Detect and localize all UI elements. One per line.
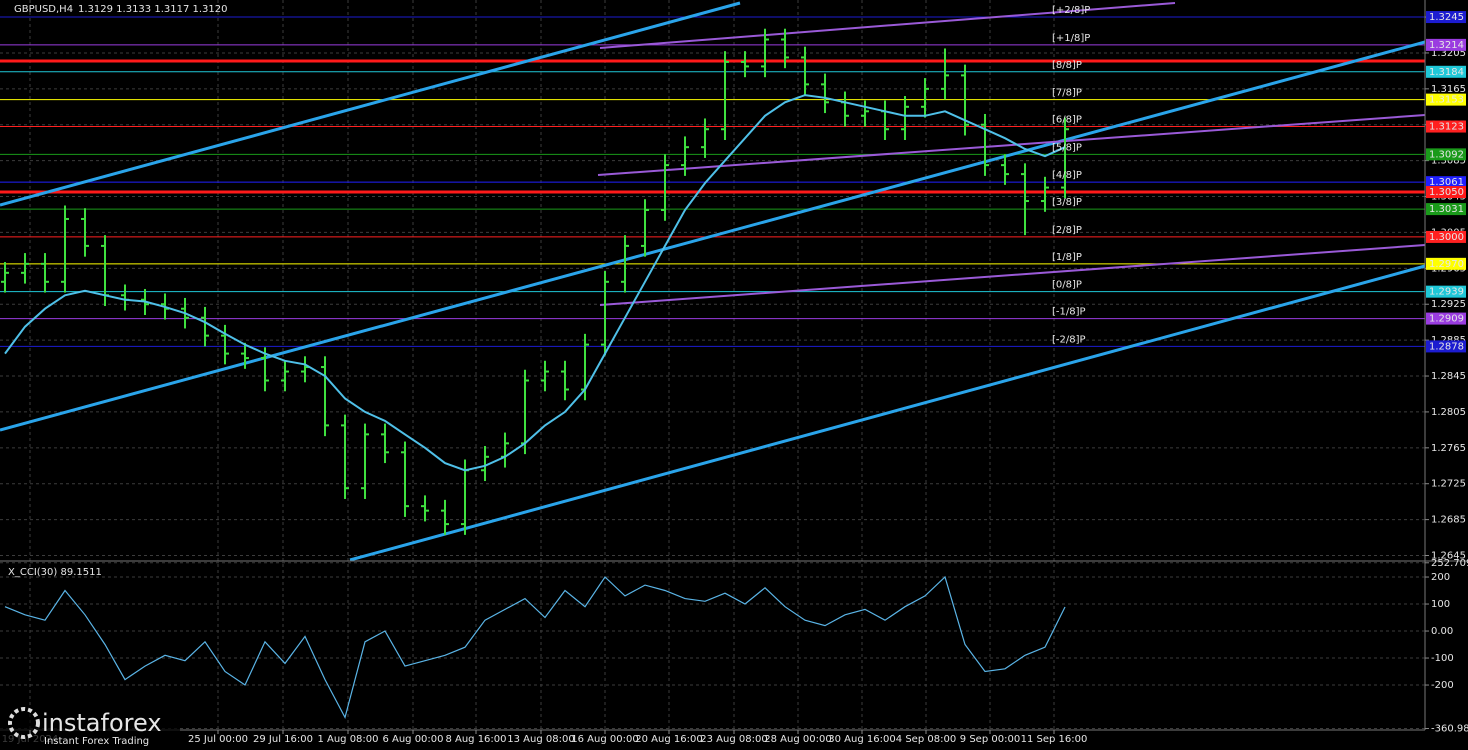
murray-label: [2/8]P <box>1052 225 1082 236</box>
x-tick-label: 30 Aug 16:00 <box>828 734 895 745</box>
watermark: instaforex Instant Forex Trading <box>0 705 180 750</box>
murray-label: [5/8]P <box>1052 142 1082 153</box>
channel-line <box>597 114 1426 176</box>
y-tick-label: 252.7091 <box>1431 558 1468 569</box>
price-box-label: 1.3214 <box>1429 40 1464 51</box>
watermark-logo <box>8 707 40 739</box>
price-box <box>1426 312 1466 325</box>
trend-line <box>349 264 1426 562</box>
channel-line <box>599 244 1426 306</box>
murray-label: [1/8]P <box>1052 252 1082 263</box>
price-box-label: 1.3050 <box>1429 187 1464 198</box>
trend-line <box>0 40 1426 432</box>
murray-label: [0/8]P <box>1052 280 1082 291</box>
price-box-label: 1.2970 <box>1429 259 1464 270</box>
price-box <box>1426 203 1466 216</box>
murray-label: [7/8]P <box>1052 88 1082 99</box>
price-box-label: 1.2878 <box>1429 341 1464 352</box>
murray-label: [-2/8]P <box>1052 334 1086 345</box>
y-tick-label: 1.2925 <box>1431 299 1466 310</box>
murray-label: [-1/8]P <box>1052 307 1086 318</box>
x-tick-label: 29 Jul 16:00 <box>253 734 313 745</box>
y-tick-label: 0.00 <box>1431 626 1453 637</box>
y-tick-label: -100 <box>1431 653 1454 664</box>
price-box-label: 1.3092 <box>1429 149 1464 160</box>
x-tick-label: 23 Aug 08:00 <box>700 734 767 745</box>
chart-title: GBPUSD,H4 <box>14 4 73 15</box>
x-tick-label: 25 Jul 00:00 <box>188 734 248 745</box>
y-tick-label: 1.2685 <box>1431 515 1466 526</box>
grid-layer <box>0 0 1425 730</box>
price-box-label: 1.3184 <box>1429 67 1464 78</box>
price-box-label: 1.2939 <box>1429 287 1464 298</box>
price-box-label: 1.3153 <box>1429 95 1464 106</box>
y-tick-label: 200 <box>1431 572 1450 583</box>
price-box <box>1426 120 1466 133</box>
indicator-title: X_CCI(30) 89.1511 <box>8 567 102 578</box>
murray-label: [6/8]P <box>1052 115 1082 126</box>
y-tick-label: -200 <box>1431 680 1454 691</box>
y-tick-label: 100 <box>1431 599 1450 610</box>
x-tick-label: 11 Sep 16:00 <box>1021 734 1088 745</box>
price-box <box>1426 11 1466 24</box>
x-tick-label: 4 Sep 08:00 <box>896 734 956 745</box>
murray-label: [4/8]P <box>1052 170 1082 181</box>
y-tick-label: 1.2765 <box>1431 443 1466 454</box>
y-tick-label: 1.2645 <box>1431 551 1466 562</box>
murray-label: [+1/8]P <box>1052 33 1090 44</box>
x-tick-label: 28 Aug 00:00 <box>764 734 831 745</box>
trend-line <box>0 1 741 207</box>
trend-lines <box>0 1 1426 562</box>
price-box <box>1426 257 1466 270</box>
indicator-line <box>4 575 1066 720</box>
price-box <box>1426 93 1466 106</box>
watermark-brand: instaforex <box>42 709 162 737</box>
x-tick-label: 16 Aug 00:00 <box>571 734 638 745</box>
price-box <box>1426 65 1466 78</box>
price-box-label: 1.3245 <box>1429 12 1464 23</box>
y-tick-label: -360.984 <box>1431 724 1468 735</box>
price-box <box>1426 176 1466 189</box>
price-box-label: 1.3123 <box>1429 122 1464 133</box>
y-tick-label: 1.3085 <box>1431 156 1466 167</box>
price-box <box>1426 148 1466 161</box>
x-tick-label: 9 Sep 00:00 <box>960 734 1020 745</box>
price-box <box>1426 38 1466 51</box>
y-tick-label: 1.3165 <box>1431 84 1466 95</box>
x-tick-label: 1 Aug 08:00 <box>317 734 378 745</box>
price-box-label: 1.3061 <box>1429 177 1464 188</box>
x-tick-label: 6 Aug 00:00 <box>382 734 443 745</box>
price-box-label: 1.2909 <box>1429 314 1464 325</box>
y-tick-label: 1.2845 <box>1431 371 1466 382</box>
price-box <box>1426 186 1466 199</box>
price-box <box>1426 230 1466 243</box>
price-box <box>1426 285 1466 298</box>
y-tick-label: 1.2805 <box>1431 407 1466 418</box>
price-box <box>1426 340 1466 353</box>
x-tick-label: 13 Aug 08:00 <box>507 734 574 745</box>
channel-line <box>599 2 1176 49</box>
ohlc-header: 1.3129 1.3133 1.3117 1.3120 <box>78 4 228 15</box>
price-box-label: 1.3031 <box>1429 204 1464 215</box>
y-tick-label: 1.3205 <box>1431 48 1466 59</box>
murray-label: [3/8]P <box>1052 197 1082 208</box>
price-box-label: 1.3000 <box>1429 232 1464 243</box>
x-tick-label: 20 Aug 16:00 <box>635 734 702 745</box>
watermark-tagline: Instant Forex Trading <box>44 736 149 747</box>
murray-label: [+2/8]P <box>1052 5 1090 16</box>
y-tick-label: 1.2725 <box>1431 479 1466 490</box>
moving-average <box>4 94 1066 472</box>
x-tick-label: 8 Aug 16:00 <box>445 734 506 745</box>
murray-label: [8/8]P <box>1052 60 1082 71</box>
